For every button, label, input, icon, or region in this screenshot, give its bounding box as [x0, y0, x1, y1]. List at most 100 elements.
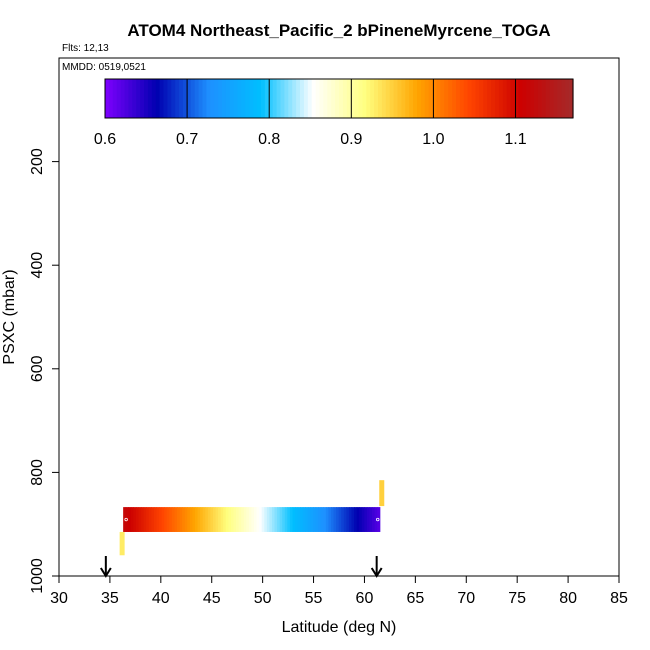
band-cell [364, 507, 368, 532]
colorbar-segment [132, 79, 137, 118]
band-cell [202, 507, 206, 532]
colorbar: 0.6 0.7 0.8 0.9 1.0 1.1 [94, 78, 574, 148]
colorbar-tick-label: 0.7 [176, 131, 198, 148]
colorbar-segment [471, 79, 477, 118]
colorbar-tick-label: 1.0 [422, 131, 444, 148]
colorbar-segment [105, 79, 110, 118]
y-tick-label: 400 [29, 252, 46, 279]
band-cell [313, 507, 317, 532]
band-cell [174, 507, 178, 532]
y-tick-label: 800 [29, 459, 46, 486]
colorbar-segment [545, 79, 551, 118]
band-cell [292, 507, 296, 532]
band-cell [297, 507, 301, 532]
colorbar-segment [151, 79, 157, 118]
colorbar-segment [409, 79, 414, 118]
band-cell [161, 507, 165, 532]
colorbar-segment [444, 79, 449, 118]
colorbar-segment [463, 79, 469, 118]
colorbar-segment [218, 79, 223, 118]
band-cell [182, 507, 186, 532]
band-cell [241, 507, 245, 532]
colorbar-segment [315, 79, 321, 118]
colorbar-segment [120, 79, 126, 118]
band-cell [233, 507, 237, 532]
band-cell [336, 507, 340, 532]
band-cell [151, 507, 155, 532]
x-tick-label: 65 [406, 590, 424, 607]
band-cell [128, 507, 132, 532]
band-cell [359, 507, 363, 532]
colorbar-segment [502, 79, 508, 118]
colorbar-segment [553, 79, 558, 118]
data-marker [119, 531, 125, 556]
band-cell [130, 507, 135, 532]
band-cell [333, 507, 337, 532]
colorbar-segment [498, 79, 504, 118]
colorbar-segment [245, 79, 250, 118]
colorbar-segment [467, 79, 473, 118]
band-cell [343, 507, 347, 532]
band-cell [187, 507, 191, 532]
colorbar-segment [264, 79, 270, 118]
band-cell [248, 507, 253, 532]
colorbar-segment [128, 79, 133, 118]
colorbar-segment [452, 79, 457, 118]
colorbar-segment [327, 79, 332, 118]
band-cell [307, 507, 312, 532]
colorbar-segment [136, 79, 141, 118]
plot-frame [58, 57, 620, 577]
colorbar-segment [292, 79, 297, 118]
colorbar-segment [319, 79, 324, 118]
band-cell [153, 507, 158, 532]
band-cell [143, 507, 147, 532]
x-tick-label: 75 [508, 590, 526, 607]
colorbar-segment [155, 79, 161, 118]
band-cell [320, 507, 324, 532]
colorbar-segment [249, 79, 254, 118]
colorbar-segment [222, 79, 227, 118]
band-cell [274, 507, 278, 532]
band-cell [261, 507, 265, 532]
colorbar-segment [159, 79, 165, 118]
colorbar-segment [144, 79, 149, 118]
x-tick-label: 55 [305, 590, 323, 607]
colorbar-segment [362, 79, 367, 118]
band-cell [366, 507, 371, 532]
band-cell [138, 507, 142, 532]
band-cell [254, 507, 258, 532]
band-cell [348, 507, 353, 532]
x-tick-label: 60 [356, 590, 374, 607]
colorbar-tick-label: 0.8 [258, 131, 280, 148]
colorbar-segment [179, 79, 184, 118]
band-cell [287, 507, 291, 532]
colorbar-segment [374, 79, 379, 118]
colorbar-segment [225, 79, 231, 118]
band-cell [243, 507, 247, 532]
band-cell [264, 507, 268, 532]
band-cell [236, 507, 240, 532]
colorbar-segment [479, 79, 484, 118]
colorbar-segment [116, 79, 122, 118]
colorbar-segment [413, 79, 418, 118]
colorbar-segment [323, 79, 328, 118]
colorbar-segment [565, 79, 570, 118]
band-cell [210, 507, 214, 532]
colorbar-segment [448, 79, 453, 118]
band-cell [159, 507, 163, 532]
colorbar-tick-label: 0.9 [340, 131, 362, 148]
colorbar-segment [537, 79, 543, 118]
colorbar-segment [163, 79, 168, 118]
band-cell [166, 507, 170, 532]
colorbar-segment [428, 79, 434, 118]
colorbar-segment [183, 79, 188, 118]
band-cell [146, 507, 150, 532]
colorbar-segment [210, 79, 215, 118]
colorbar-segment [526, 79, 531, 118]
band-cell [225, 507, 229, 532]
y-tick-label: 200 [29, 148, 46, 175]
band-cell [282, 507, 286, 532]
colorbar-segment [483, 79, 488, 118]
lat-arrow-head [370, 567, 383, 578]
colorbar-segment [253, 79, 258, 118]
